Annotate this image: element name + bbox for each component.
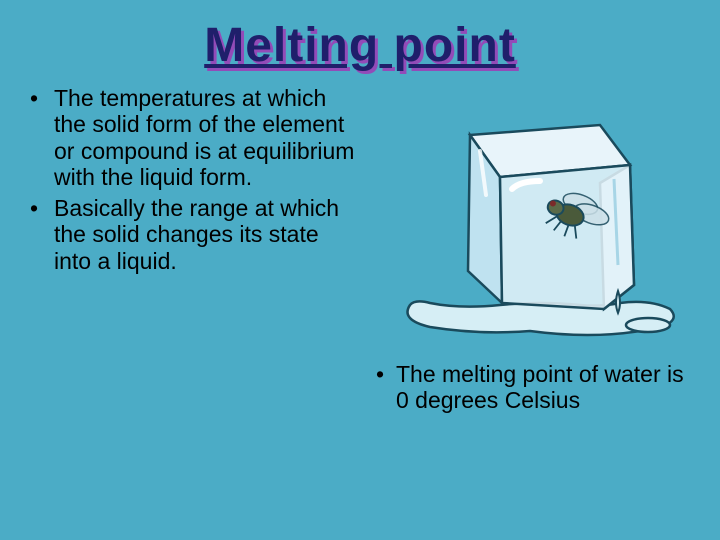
- caption-bullet: The melting point of water is 0 degrees …: [376, 361, 690, 414]
- ice-cube-illustration: [390, 95, 690, 355]
- definition-list: The temperatures at which the solid form…: [30, 85, 360, 274]
- right-column: The melting point of water is 0 degrees …: [370, 85, 690, 278]
- bullet-2: Basically the range at which the solid c…: [30, 195, 360, 274]
- left-column: The temperatures at which the solid form…: [30, 85, 370, 278]
- bullet-1: The temperatures at which the solid form…: [30, 85, 360, 191]
- content-area: The temperatures at which the solid form…: [0, 85, 720, 278]
- page-title: Melting point: [0, 0, 720, 85]
- caption-list: The melting point of water is 0 degrees …: [376, 361, 690, 414]
